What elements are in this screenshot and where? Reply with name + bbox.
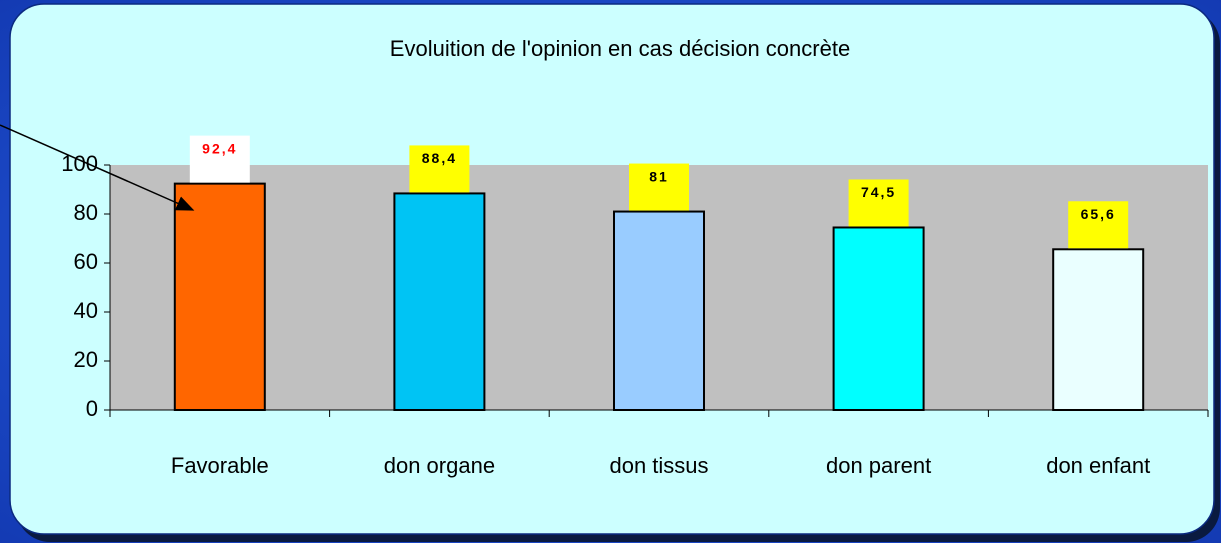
x-tick-label: don tissus: [609, 453, 708, 478]
bar: [173, 182, 266, 411]
value-label-box: [629, 163, 689, 211]
value-label: 92,4: [202, 140, 237, 156]
bar: [393, 192, 486, 411]
y-tick-label: 20: [74, 347, 98, 372]
y-tick-label: 0: [86, 396, 98, 421]
value-label: 88,4: [422, 150, 457, 166]
value-label: 65,6: [1081, 206, 1116, 222]
value-label: 81: [649, 168, 669, 184]
value-label-box: [1068, 201, 1129, 249]
chart-title: Evoluition de l'opinion en cas décision …: [390, 36, 850, 61]
x-tick-label: don organe: [384, 453, 495, 478]
x-tick-label: don enfant: [1046, 453, 1150, 478]
arrow: [0, 124, 195, 211]
value-label-box: [848, 179, 909, 227]
value-label-box: [189, 135, 250, 183]
y-tick-label: 40: [74, 298, 98, 323]
value-label: 74,5: [861, 184, 896, 200]
x-tick-label: Favorable: [171, 453, 269, 478]
y-tick-label: 80: [74, 200, 98, 225]
x-tick-label: don parent: [826, 453, 931, 478]
y-tick-label: 60: [74, 249, 98, 274]
bar: [832, 226, 925, 411]
bar: [1052, 248, 1145, 411]
bar: [613, 210, 705, 411]
value-label-box: [409, 145, 470, 193]
